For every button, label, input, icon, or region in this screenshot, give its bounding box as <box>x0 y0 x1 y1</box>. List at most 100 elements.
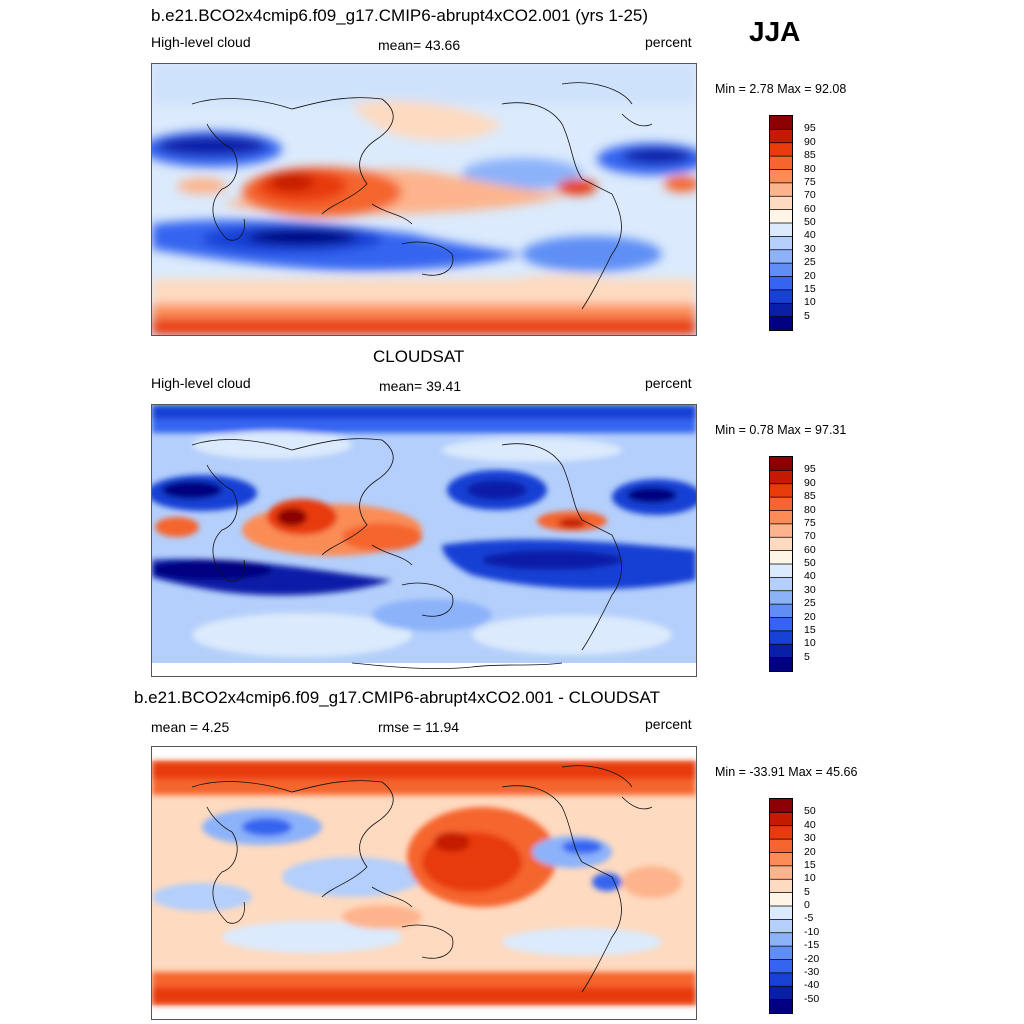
panel3-colorbar-svg <box>770 799 792 1014</box>
colorbar-tick-label: 40 <box>804 818 816 831</box>
panel2-colorbar <box>769 456 793 672</box>
colorbar-tick-label: 85 <box>804 490 816 503</box>
colorbar-swatch <box>770 644 792 659</box>
colorbar-tick-label: 10 <box>804 872 816 885</box>
colorbar-swatch <box>770 946 792 960</box>
colorbar-tick-label: 40 <box>804 229 816 242</box>
colorbar-swatch <box>770 263 792 277</box>
colorbar-swatch <box>770 825 792 840</box>
colorbar-tick-label: 0 <box>804 899 810 911</box>
colorbar-swatch <box>770 630 792 645</box>
colorbar-swatch <box>770 236 792 251</box>
colorbar-swatch <box>770 919 792 934</box>
panel1-units-label: percent <box>645 34 692 50</box>
colorbar-tick-label: 95 <box>804 122 816 135</box>
colorbar-swatch <box>770 289 792 304</box>
panel1-title: b.e21.BCO2x4cmip6.f09_g17.CMIP6-abrupt4x… <box>151 6 649 25</box>
panel1-map-svg <box>152 64 696 335</box>
colorbar-swatch <box>770 196 792 211</box>
colorbar-swatch <box>770 142 792 157</box>
colorbar-tick-label: -10 <box>804 925 820 938</box>
panel3-colorbar <box>769 798 793 1014</box>
panel3-map-svg <box>152 747 696 1019</box>
panel3-mean-label: mean = 4.25 <box>151 719 230 735</box>
colorbar-swatch <box>770 657 792 672</box>
colorbar-swatch <box>770 999 792 1014</box>
panel1-minmax: Min = 2.78 Max = 92.08 <box>715 82 847 96</box>
colorbar-tick-label: 70 <box>804 530 816 543</box>
colorbar-swatch <box>770 590 792 605</box>
colorbar-tick-label: 50 <box>804 216 816 228</box>
panel3-units-label: percent <box>645 716 692 732</box>
colorbar-swatch <box>770 865 792 880</box>
colorbar-swatch <box>770 537 792 552</box>
panel2-map <box>151 404 697 677</box>
colorbar-tick-label: -15 <box>804 939 820 952</box>
colorbar-swatch <box>770 483 792 498</box>
colorbar-swatch <box>770 812 792 827</box>
colorbar-tick-label: 5 <box>804 885 810 898</box>
colorbar-swatch <box>770 497 792 511</box>
panel1-colorbar-svg <box>770 116 792 331</box>
colorbar-tick-label: -50 <box>804 992 820 1005</box>
colorbar-tick-label: 15 <box>804 858 816 871</box>
panel1-colorbar <box>769 115 793 331</box>
colorbar-tick-label: 20 <box>804 845 816 858</box>
colorbar-swatch <box>770 510 792 525</box>
colorbar-tick-label: -5 <box>804 912 814 925</box>
colorbar-swatch <box>770 617 792 632</box>
colorbar-swatch <box>770 182 792 197</box>
season-label: JJA <box>749 16 801 47</box>
colorbar-tick-label: 80 <box>804 162 816 175</box>
colorbar-tick-label: 20 <box>804 269 816 282</box>
colorbar-tick-label: 60 <box>804 543 816 556</box>
panel2-minmax: Min = 0.78 Max = 97.31 <box>715 423 847 437</box>
colorbar-tick-label: -30 <box>804 965 820 978</box>
colorbar-tick-label: -40 <box>804 979 820 992</box>
panel3-coastlines <box>191 765 653 993</box>
colorbar-swatch <box>770 316 792 331</box>
panel2-units-label: percent <box>645 375 692 391</box>
colorbar-swatch <box>770 959 792 974</box>
colorbar-tick-label: 5 <box>804 309 810 322</box>
panel1-map <box>151 63 697 336</box>
colorbar-tick-label: 95 <box>804 463 816 476</box>
colorbar-tick-label: 15 <box>804 623 816 636</box>
colorbar-swatch <box>770 249 792 264</box>
colorbar-tick-label: 60 <box>804 202 816 215</box>
colorbar-swatch <box>770 457 792 471</box>
panel3-map <box>151 746 697 1020</box>
panel1-variable-label: High-level cloud <box>151 34 251 50</box>
colorbar-tick-label: 85 <box>804 149 816 162</box>
panel2-variable-label: High-level cloud <box>151 375 251 391</box>
colorbar-swatch <box>770 116 792 130</box>
colorbar-tick-label: 50 <box>804 805 816 818</box>
colorbar-tick-label: 90 <box>804 476 816 489</box>
colorbar-tick-label: 15 <box>804 282 816 295</box>
panel2-title: CLOUDSAT <box>373 347 465 366</box>
panel3-minmax: Min = -33.91 Max = 45.66 <box>715 765 858 779</box>
colorbar-swatch <box>770 799 792 813</box>
colorbar-swatch <box>770 986 792 1001</box>
colorbar-tick-label: 40 <box>804 570 816 583</box>
colorbar-swatch <box>770 276 792 291</box>
colorbar-swatch <box>770 932 792 947</box>
colorbar-tick-label: 75 <box>804 175 816 188</box>
colorbar-tick-label: 30 <box>804 242 816 255</box>
colorbar-swatch <box>770 892 792 907</box>
colorbar-swatch <box>770 169 792 184</box>
colorbar-swatch <box>770 906 792 920</box>
colorbar-tick-label: 30 <box>804 832 816 845</box>
colorbar-swatch <box>770 564 792 578</box>
colorbar-swatch <box>770 156 792 170</box>
panel1-mean-label: mean= 43.66 <box>378 37 461 53</box>
colorbar-tick-label: 50 <box>804 557 816 569</box>
colorbar-swatch <box>770 470 792 485</box>
colorbar-swatch <box>770 129 792 144</box>
colorbar-swatch <box>770 879 792 894</box>
colorbar-swatch <box>770 972 792 987</box>
colorbar-swatch <box>770 550 792 565</box>
colorbar-tick-label: -20 <box>804 952 820 965</box>
colorbar-swatch <box>770 209 792 224</box>
colorbar-tick-label: 10 <box>804 637 816 650</box>
